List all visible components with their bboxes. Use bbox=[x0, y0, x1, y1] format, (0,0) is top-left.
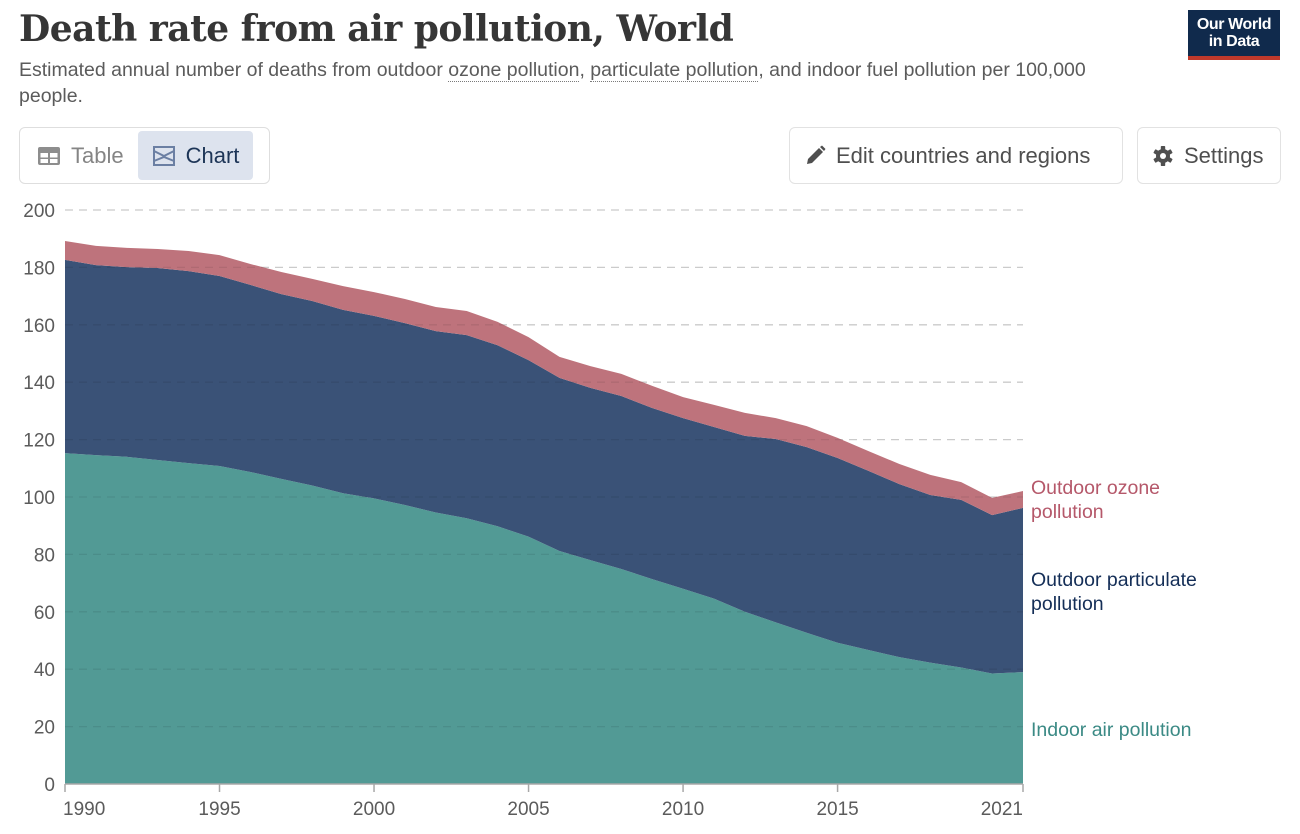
series-label-indoor[interactable]: Indoor air pollution bbox=[1031, 719, 1191, 741]
subtitle-text: , bbox=[579, 59, 591, 81]
subtitle-link[interactable]: ozone pollution bbox=[448, 59, 580, 82]
logo-line-2: in Data bbox=[1208, 33, 1260, 50]
area-indoor[interactable] bbox=[65, 453, 1023, 784]
pencil-icon bbox=[807, 145, 826, 164]
stacked-area-chart: 0 20 40 60 80 100 120 140 160 180 200 1990 1995 2000 2… bbox=[23, 201, 1197, 820]
tab-table-label: Table bbox=[71, 142, 124, 168]
series-label-line: Outdoor ozone bbox=[1031, 477, 1160, 499]
x-tick-label: 1995 bbox=[198, 799, 240, 820]
subtitle-link[interactable]: particulate pollution bbox=[590, 59, 759, 82]
edit-countries-button[interactable]: Edit countries and regions bbox=[789, 127, 1123, 184]
subtitle-text: , and indoor fuel pollution per 100,000 … bbox=[19, 59, 1086, 107]
gear-icon bbox=[1153, 145, 1173, 166]
x-tick-label: 2010 bbox=[662, 799, 704, 820]
y-tick-label: 60 bbox=[34, 603, 55, 624]
x-tick-label: 2000 bbox=[353, 799, 395, 820]
area-ozone[interactable] bbox=[65, 241, 1023, 516]
settings-label: Settings bbox=[1184, 142, 1264, 168]
x-tick-label: 2005 bbox=[507, 799, 549, 820]
table-icon bbox=[38, 146, 60, 165]
tab-chart-label: Chart bbox=[185, 142, 240, 168]
edit-countries-label: Edit countries and regions bbox=[836, 142, 1091, 168]
x-tick-label: 1990 bbox=[63, 799, 105, 820]
y-tick-label: 120 bbox=[23, 431, 55, 452]
y-tick-label: 160 bbox=[23, 316, 55, 337]
x-tick-label: 2015 bbox=[816, 799, 858, 820]
x-tick-label: 2021 bbox=[981, 799, 1023, 820]
series-label-line: Outdoor particulate bbox=[1031, 569, 1197, 591]
series-label-line: Indoor air pollution bbox=[1031, 719, 1191, 741]
y-tick-label: 140 bbox=[23, 373, 55, 394]
subtitle-text: Estimated annual number of deaths from o… bbox=[19, 59, 449, 81]
y-tick-label: 100 bbox=[23, 488, 55, 509]
owid-logo[interactable]: Our World in Data bbox=[1188, 10, 1280, 60]
view-tabs: Table Chart bbox=[19, 127, 270, 184]
series-label-line: pollution bbox=[1031, 501, 1104, 523]
y-tick-label: 180 bbox=[23, 258, 55, 279]
y-tick-label: 200 bbox=[23, 201, 55, 222]
y-tick-label: 0 bbox=[44, 775, 55, 796]
chart-icon bbox=[152, 145, 175, 166]
series-label-line: pollution bbox=[1031, 593, 1104, 615]
tab-table[interactable]: Table bbox=[23, 131, 138, 180]
tab-chart[interactable]: Chart bbox=[137, 131, 254, 180]
y-tick-label: 20 bbox=[34, 718, 55, 739]
chart-title: Death rate from air pollution, World bbox=[19, 8, 734, 50]
logo-line-1: Our World bbox=[1196, 16, 1272, 33]
area-particulate[interactable] bbox=[65, 259, 1023, 674]
y-tick-label: 40 bbox=[34, 660, 55, 681]
y-tick-label: 80 bbox=[34, 545, 55, 566]
chart-subtitle: Estimated annual number of deaths from o… bbox=[19, 57, 1149, 109]
settings-button[interactable]: Settings bbox=[1137, 127, 1281, 184]
